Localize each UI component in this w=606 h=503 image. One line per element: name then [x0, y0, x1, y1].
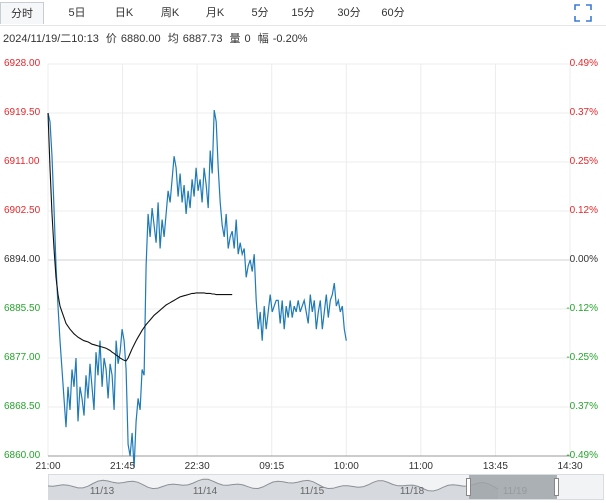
y-tick-label-left: 6860.00 [4, 450, 41, 461]
y-tick-label-left: 6877.00 [4, 352, 41, 363]
change-label: 幅 [257, 33, 269, 45]
y-tick-label-left: 6885.50 [4, 303, 41, 314]
navigator-sparkline-line [48, 478, 499, 492]
y-tick-label-right: 0.12% [569, 205, 598, 216]
y-tick-label-right: -0.12% [566, 303, 598, 314]
navigator-selection[interactable] [469, 475, 557, 499]
avg-label: 均 [167, 33, 179, 45]
fullscreen-icon [574, 4, 592, 22]
x-tick-label: 14:30 [557, 461, 583, 472]
average-line [47, 112, 233, 362]
volume-value: 0 [244, 33, 251, 45]
avg-value: 6887.73 [182, 33, 223, 45]
tab-daily-k[interactable]: 日K [114, 7, 134, 19]
tab-30min[interactable]: 30分 [337, 7, 361, 19]
navigator-date-label: 11/14 [192, 486, 218, 497]
y-tick-label-left: 6928.00 [4, 58, 41, 69]
y-tick-label-right: 0.25% [569, 156, 598, 167]
y-tick-label-right: 0.37% [569, 401, 598, 412]
tab-5day[interactable]: 5日 [68, 7, 86, 19]
navigator-date-label: 11/13 [89, 486, 115, 497]
x-tick-label: 09:15 [259, 461, 285, 472]
navigator-sparkline [48, 478, 499, 500]
y-tick-label-right: 0.37% [569, 107, 598, 118]
y-tick-label-right: 0.49% [569, 58, 598, 69]
tab-60min[interactable]: 60分 [381, 7, 405, 19]
tab-divider [0, 25, 606, 26]
y-tick-label-right: -0.49% [566, 450, 598, 461]
x-tick-label: 10:00 [333, 461, 359, 472]
tab-15min[interactable]: 15分 [291, 7, 315, 19]
navigator-date-label: 11/18 [399, 486, 425, 497]
quote-datetime: 2024/11/19/二10:13 [3, 33, 99, 45]
x-tick-label: 13:45 [482, 461, 508, 472]
fullscreen-button[interactable] [573, 3, 593, 23]
price-label: 价 [105, 33, 117, 45]
y-tick-label-right: -0.25% [566, 352, 598, 363]
volume-label: 量 [229, 33, 241, 45]
price-line [47, 109, 347, 468]
tab-5min[interactable]: 5分 [251, 7, 269, 19]
price-value: 6880.00 [120, 33, 161, 45]
y-tick-label-left: 6919.50 [4, 107, 41, 118]
y-tick-label-left: 6911.00 [4, 156, 40, 167]
navigator-sparkline-area [48, 479, 498, 500]
y-tick-label-left: 6894.00 [4, 254, 41, 265]
navigator-left-handle[interactable] [466, 478, 471, 496]
tab-monthly-k[interactable]: 月K [205, 7, 225, 19]
x-tick-label: 21:45 [110, 461, 136, 472]
navigator-date-label: 11/15 [299, 486, 325, 497]
x-tick-label: 22:30 [184, 461, 210, 472]
tab-intraday[interactable]: 分时 [0, 2, 44, 24]
y-tick-label-right: 0.00% [569, 254, 598, 265]
y-tick-label-left: 6902.50 [4, 205, 41, 216]
change-value: -0.20% [272, 33, 308, 45]
y-tick-label-left: 6868.50 [4, 401, 41, 412]
navigator-right-handle[interactable] [554, 478, 559, 496]
tab-weekly-k[interactable]: 周K [160, 7, 180, 19]
period-tab-bar: 分时 5日 日K 周K 月K 5分 15分 30分 60分 [0, 0, 606, 26]
x-tick-label: 21:00 [35, 461, 61, 472]
x-tick-label: 11:00 [408, 461, 433, 472]
